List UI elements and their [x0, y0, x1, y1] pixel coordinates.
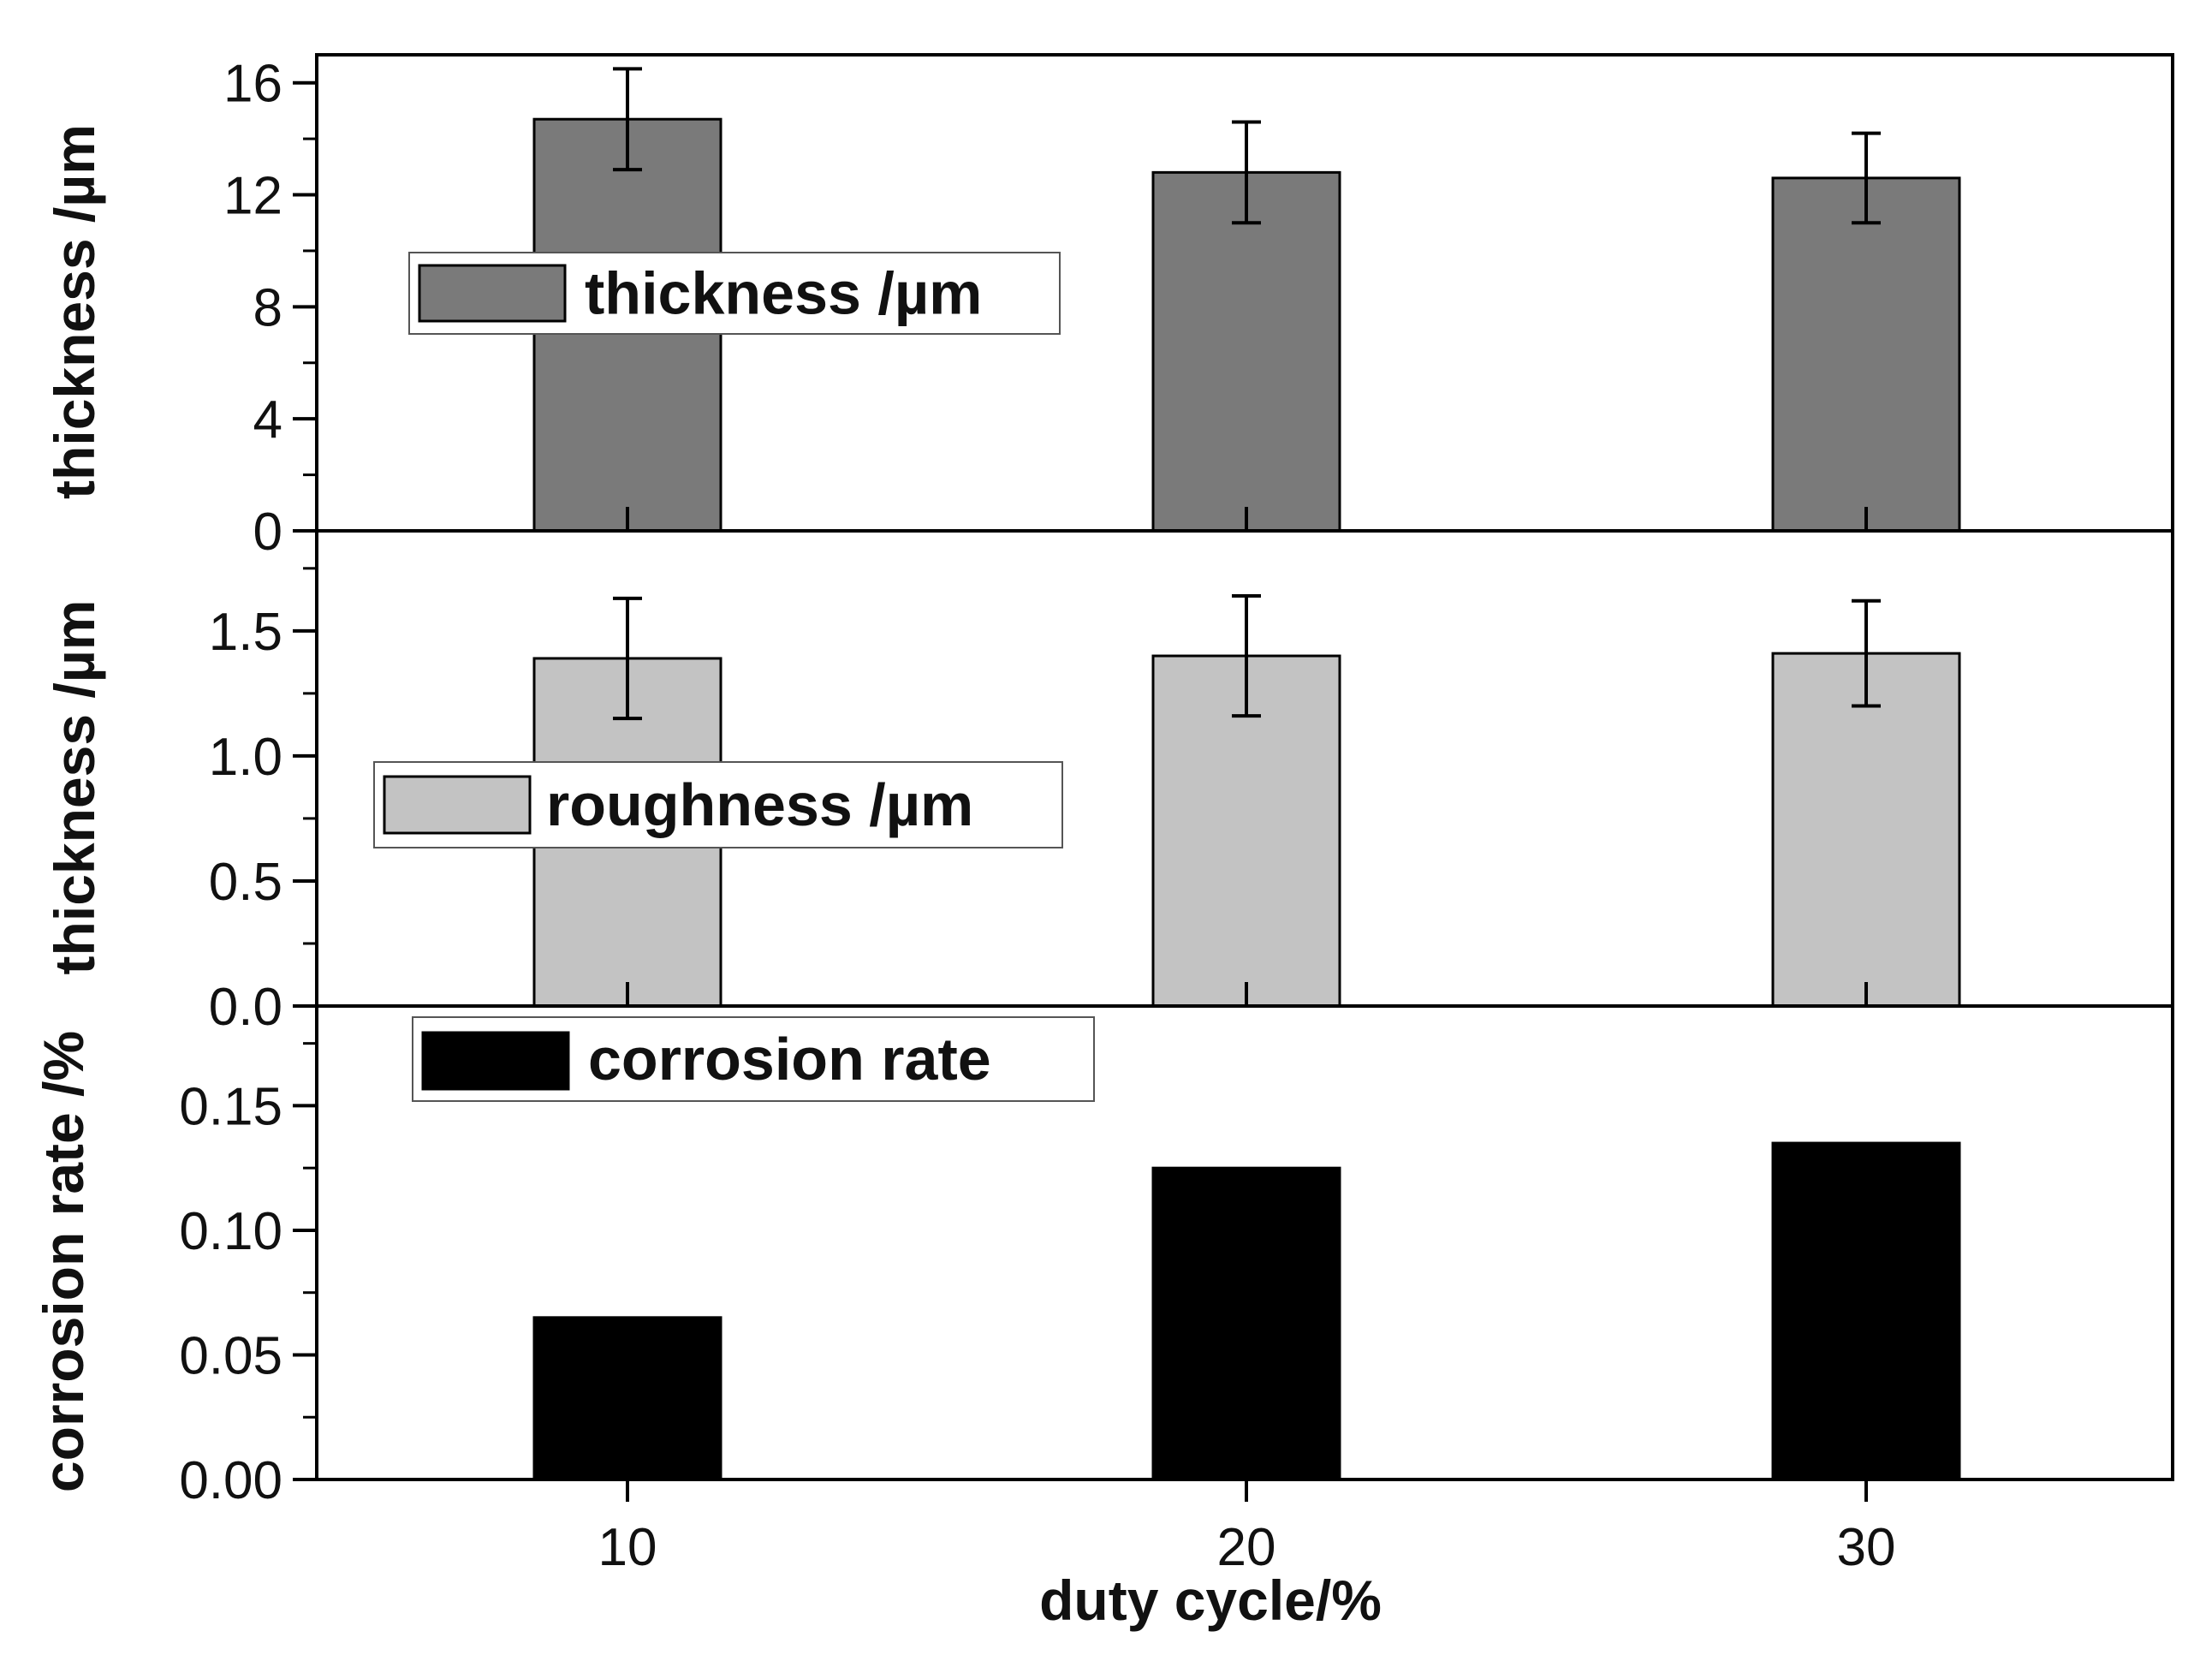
- error-bar-thickness-20: [1232, 120, 1261, 225]
- y-axis-label-roughness: thickness /µm: [43, 600, 106, 975]
- y-axis-label-thickness: thickness /µm: [43, 124, 106, 499]
- legend-label-thickness: thickness /µm: [585, 260, 982, 327]
- legend-roughness: roughness /µm: [373, 761, 1063, 848]
- legend-corrosion: corrosion rate: [412, 1016, 1095, 1102]
- legend-label-corrosion: corrosion rate: [588, 1026, 991, 1092]
- legend-swatch-roughness: [383, 775, 532, 835]
- y-tick-label-corrosion-0.05: 0.05: [179, 1326, 282, 1385]
- y-tick-label-roughness-1.0: 1.0: [209, 728, 282, 787]
- bar-roughness-30: [1771, 652, 1961, 1008]
- legend-swatch-corrosion: [421, 1031, 570, 1091]
- x-tick-label-20: 20: [1217, 1518, 1276, 1577]
- y-tick-label-corrosion-0.15: 0.15: [179, 1077, 282, 1136]
- bar-corrosion-10: [532, 1316, 722, 1481]
- y-tick-label-roughness-0.5: 0.5: [209, 853, 282, 912]
- x-tick-label-30: 30: [1837, 1518, 1896, 1577]
- bar-corrosion-30: [1771, 1141, 1961, 1481]
- y-tick-label-roughness-0.0: 0.0: [209, 978, 282, 1037]
- x-axis-label: duty cycle/%: [1039, 1569, 1382, 1632]
- error-bar-roughness-10: [613, 596, 642, 721]
- y-tick-label-thickness-4: 4: [253, 390, 282, 449]
- panel-roughness: 0.0 0.5 1.0 1.5 thickness /µm roughness /µm: [43, 567, 2173, 1037]
- x-tick-label-10: 10: [598, 1518, 657, 1577]
- y-tick-label-thickness-8: 8: [253, 278, 282, 337]
- legend-thickness: thickness /µm: [408, 252, 1061, 335]
- panel-thickness: 0 4 8 12 16 thickness /µm thickness /µm: [43, 55, 2173, 562]
- y-tick-label-thickness-0: 0: [253, 503, 282, 562]
- y-tick-label-roughness-1.5: 1.5: [209, 603, 282, 662]
- y-tick-label-thickness-16: 16: [223, 55, 282, 114]
- y-tick-label-corrosion-0.10: 0.10: [179, 1202, 282, 1261]
- bar-thickness-20: [1151, 170, 1341, 533]
- error-bar-roughness-30: [1852, 598, 1881, 708]
- error-bar-roughness-20: [1232, 593, 1261, 718]
- legend-label-roughness: roughness /µm: [546, 771, 973, 838]
- panel-corrosion: 0.00 0.05 0.10 0.15 corrosion rate /% corrosi…: [32, 1016, 1961, 1510]
- legend-swatch-thickness: [418, 264, 567, 323]
- bar-thickness-30: [1771, 176, 1961, 533]
- y-axis-label-corrosion: corrosion rate /%: [32, 1031, 95, 1492]
- y-tick-label-corrosion-0.00: 0.00: [179, 1451, 282, 1510]
- y-tick-label-thickness-12: 12: [223, 167, 282, 226]
- error-bar-thickness-30: [1852, 131, 1881, 225]
- error-bar-thickness-10: [613, 67, 642, 172]
- bar-corrosion-20: [1151, 1166, 1341, 1481]
